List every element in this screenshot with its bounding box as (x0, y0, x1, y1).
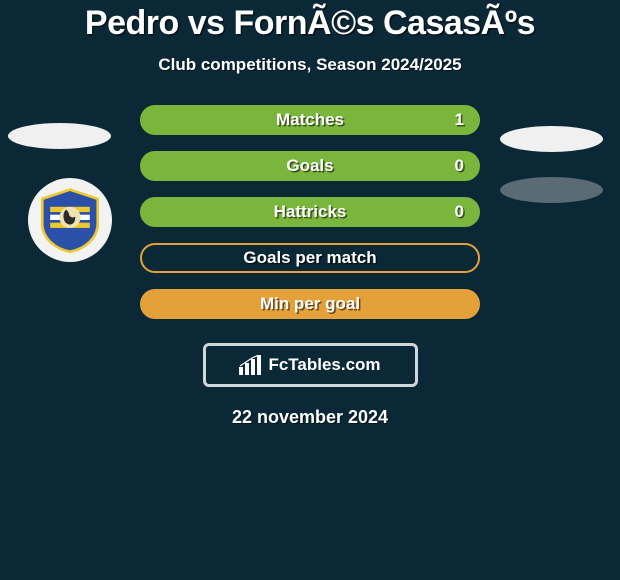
stat-label: Min per goal (260, 294, 360, 314)
stat-label: Goals per match (243, 248, 376, 268)
stat-value: 1 (455, 110, 464, 130)
page-title: Pedro vs FornÃ©s CasasÃºs (0, 0, 620, 43)
brand-text: FcTables.com (268, 355, 380, 375)
stat-bar: Hattricks 0 (140, 197, 480, 227)
brand-badge: FcTables.com (203, 343, 418, 387)
player-left-placeholder-oval (8, 123, 111, 149)
stat-bar: Matches 1 (140, 105, 480, 135)
stat-bar: Goals per match (140, 243, 480, 273)
bar-chart-icon (239, 355, 263, 375)
stat-bar: Min per goal (140, 289, 480, 319)
stat-label: Matches (276, 110, 344, 130)
club-badge-icon (37, 187, 103, 253)
stat-label: Goals (286, 156, 333, 176)
player-right-placeholder-oval-2 (500, 177, 603, 203)
club-badge (28, 178, 112, 262)
stat-value: 0 (455, 156, 464, 176)
date-text: 22 november 2024 (0, 407, 620, 428)
stat-label: Hattricks (274, 202, 347, 222)
subtitle: Club competitions, Season 2024/2025 (0, 55, 620, 75)
stat-bar: Goals 0 (140, 151, 480, 181)
stat-value: 0 (455, 202, 464, 222)
stats-list: Matches 1 Goals 0 Hattricks 0 Goals per match M… (140, 105, 480, 319)
player-right-placeholder-oval-1 (500, 126, 603, 152)
